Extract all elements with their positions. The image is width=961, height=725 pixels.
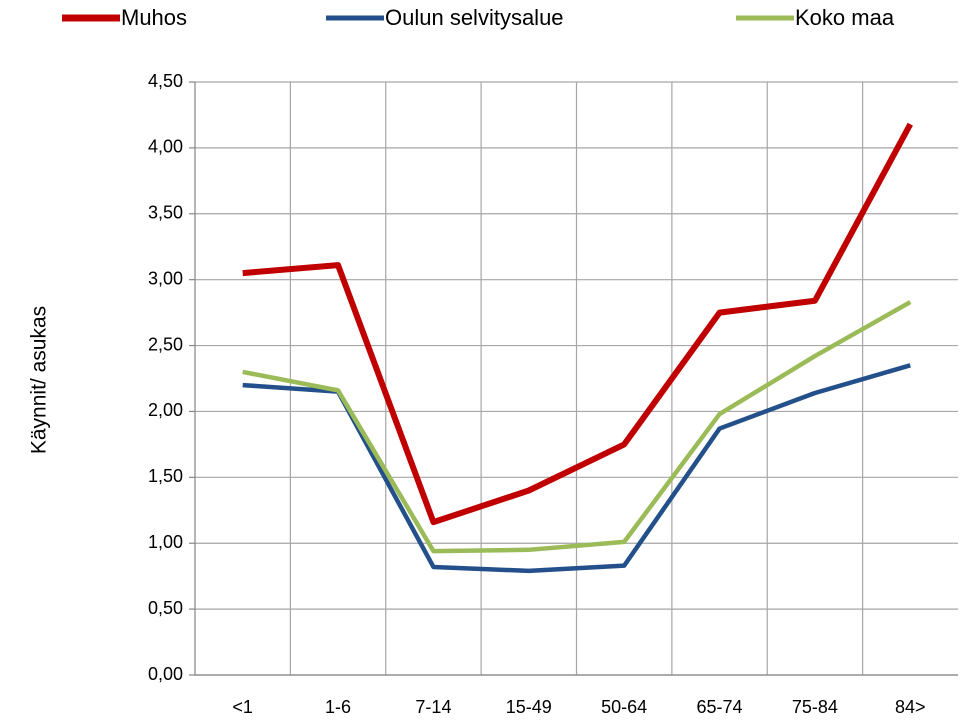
y-tick-label: 3,50 — [148, 203, 183, 223]
x-tick-label: 65-74 — [697, 697, 743, 717]
y-tick-label: 4,00 — [148, 137, 183, 157]
x-tick-label: <1 — [232, 697, 253, 717]
y-tick-label: 2,50 — [148, 334, 183, 354]
x-tick-label: 7-14 — [415, 697, 451, 717]
y-axis-title: Käynnit/ asukas — [28, 306, 51, 454]
x-tick-label: 15-49 — [506, 697, 552, 717]
series-line — [242, 300, 912, 554]
y-tick-label: 1,00 — [148, 532, 183, 552]
legend-text: Koko maa — [795, 5, 895, 30]
x-tick-label: 1-6 — [325, 697, 351, 717]
y-tick-label: 0,50 — [148, 598, 183, 618]
y-tick-label: 1,50 — [148, 466, 183, 486]
series-line — [242, 122, 913, 526]
y-tick-label: 3,00 — [148, 268, 183, 288]
legend-text: Muhos — [121, 5, 187, 30]
x-tick-label: 75-84 — [792, 697, 838, 717]
legend-text: Oulun selvitysalue — [385, 5, 564, 30]
y-tick-label: 0,00 — [148, 664, 183, 684]
x-tick-label: 50-64 — [601, 697, 647, 717]
x-tick-label: 84> — [895, 697, 926, 717]
y-tick-label: 2,00 — [148, 400, 183, 420]
y-tick-label: 4,50 — [148, 71, 183, 91]
